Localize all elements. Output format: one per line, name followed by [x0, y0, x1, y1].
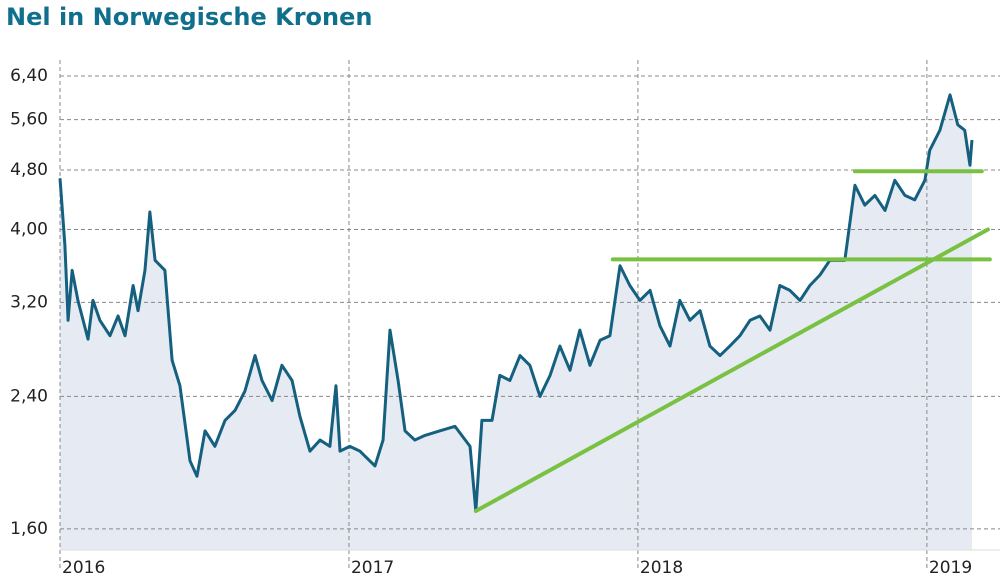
y-tick-label: 2,40	[10, 386, 48, 406]
price-line	[58, 93, 974, 513]
y-tick-label: 6,40	[10, 66, 48, 86]
area	[60, 94, 972, 550]
y-tick-label: 1,60	[10, 519, 48, 539]
y-tick-label: 4,00	[10, 220, 48, 240]
y-tick-label: 4,80	[10, 160, 48, 180]
x-tick-label: 2016	[62, 558, 105, 578]
trend-line	[473, 227, 990, 514]
y-tick-label: 3,20	[10, 292, 48, 312]
chart-title: Nel in Norwegische Kronen	[6, 3, 372, 31]
x-tick-label: 2017	[351, 558, 394, 578]
x-tick-label: 2018	[640, 558, 683, 578]
x-tick-label: 2019	[929, 558, 972, 578]
y-tick-label: 5,60	[10, 110, 48, 130]
